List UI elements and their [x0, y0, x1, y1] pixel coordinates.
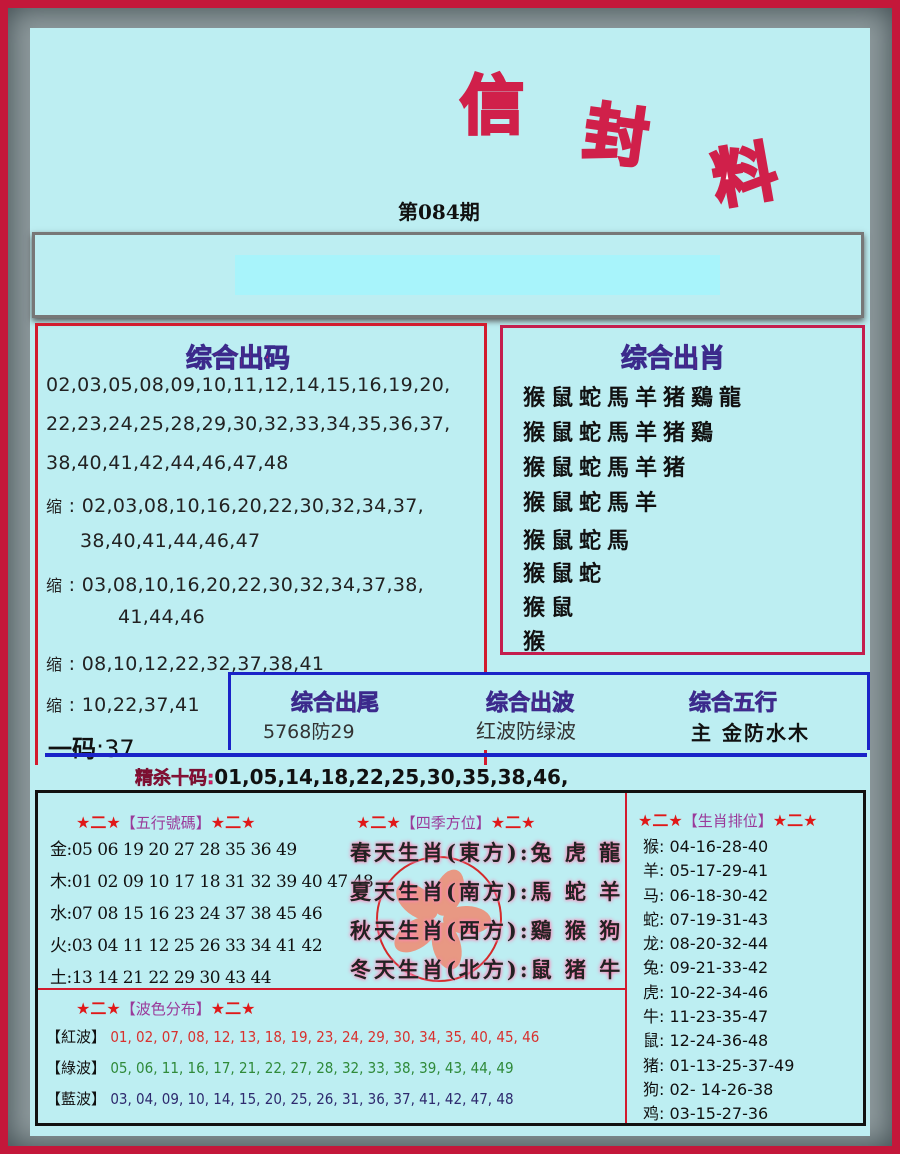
- number-line: 22,23,24,25,28,29,30,32,33,34,35,36,37,: [46, 413, 451, 435]
- zodiac-line: 猴鼠蛇馬: [523, 528, 636, 554]
- zodiac-line: 猴鼠蛇馬羊猪鷄龍: [523, 385, 748, 411]
- rank-row: 牛: 11-23-35-47: [643, 1007, 769, 1027]
- jingsha-label: 精杀十码:: [135, 768, 215, 790]
- rank-row: 龙: 08-20-32-44: [643, 934, 769, 954]
- wuxing-title: 综合五行: [689, 690, 778, 717]
- suo-label: 缩: [46, 655, 63, 674]
- star-decor: ★二★: [638, 811, 683, 830]
- number-line: 38,40,41,42,44,46,47,48: [46, 452, 289, 474]
- shengxiao-rank-title: 【生肖排位】: [682, 812, 773, 830]
- suo-line: 08,10,12,22,32,37,38,41: [81, 653, 325, 675]
- wei-value: 5768防29: [263, 721, 355, 743]
- star-decor: ★二★: [210, 999, 256, 1018]
- horizontal-divider: [38, 988, 627, 990]
- zodiac-line: 猴鼠: [523, 595, 580, 621]
- section-title: 综合出肖: [620, 344, 725, 375]
- bo-title: 综合出波: [486, 690, 575, 717]
- wuxing-row: 土:13 14 21 22 29 30 43 44: [50, 968, 272, 988]
- star-decor: ★二★: [490, 813, 536, 832]
- wei-title: 综合出尾: [291, 690, 380, 717]
- suo-label: 缩: [46, 576, 63, 595]
- rank-row: 鼠: 12-24-36-48: [643, 1031, 769, 1051]
- summary-box: 综合出尾 5768防29 综合出波 红波防绿波 综合五行 主 金防水木: [228, 672, 870, 750]
- rank-list: 猴: 04-16-28-40 羊: 05-17-29-41 马: 06-18-3…: [643, 835, 794, 1127]
- rank-row: 羊: 05-17-29-41: [643, 861, 769, 881]
- wave-label: 【紅波】: [46, 1028, 107, 1046]
- season-row: 秋天生肖(西方):鷄 猴 狗: [350, 918, 624, 943]
- wave-numbers: 03, 04, 09, 10, 14, 15, 20, 25, 26, 31, …: [110, 1090, 514, 1108]
- banner-inner: [235, 255, 720, 295]
- star-decor: ★二★: [210, 813, 256, 832]
- rank-row: 兔: 09-21-33-42: [643, 958, 769, 978]
- suo-label: 缩: [46, 497, 63, 516]
- vertical-divider: [625, 793, 627, 1123]
- rank-row: 虎: 10-22-34-46: [643, 982, 769, 1002]
- season-row: 春天生肖(東方):兔 虎 龍: [350, 840, 624, 865]
- suo-line: 02,03,08,10,16,20,22,30,32,34,37,: [81, 495, 424, 517]
- wuxing-row: 木:01 02 09 10 17 18 31 32 39 40 47 48: [50, 872, 374, 892]
- rank-row: 狗: 02- 14-26-38: [643, 1079, 774, 1099]
- zodiac-line: 猴鼠蛇馬羊猪鷄: [523, 420, 720, 446]
- title-char: 封: [578, 93, 655, 179]
- season-row: 冬天生肖(北方):鼠 猪 牛: [350, 957, 624, 982]
- bo-value: 红波防绿波: [476, 719, 576, 743]
- blue-divider: [45, 753, 867, 757]
- wuxing-row: 金:05 06 19 20 27 28 35 36 49: [50, 840, 297, 860]
- wave-label: 【綠波】: [46, 1059, 107, 1077]
- yima-label: 一码: [48, 735, 96, 763]
- wuxing-row: 火:03 04 11 12 25 26 33 34 41 42: [50, 936, 323, 956]
- suo-label: 缩: [46, 696, 63, 715]
- star-decor: ★二★: [76, 999, 121, 1018]
- zodiac-line: 猴: [523, 629, 552, 655]
- rank-row: 猴: 04-16-28-40: [643, 837, 769, 856]
- suo-line: 41,44,46: [118, 606, 206, 628]
- rank-row: 猪: 01-13-25-37-49: [643, 1055, 795, 1075]
- zodiac-line: 猴鼠蛇馬羊: [523, 490, 664, 516]
- zodiac-line: 猴鼠蛇馬羊猪: [523, 455, 692, 481]
- jingsha-value: 01,05,14,18,22,25,30,35,38,46,: [214, 765, 569, 789]
- siji-title: 【四季方位】: [400, 814, 491, 832]
- yima-value: 37: [104, 735, 135, 763]
- zonghe-chuma-box: 综合出码 02,03,05,08,09,10,11,12,14,15,16,19…: [35, 323, 487, 765]
- suo-line: 38,40,41,44,46,47: [80, 530, 261, 552]
- number-line: 02,03,05,08,09,10,11,12,14,15,16,19,20,: [46, 374, 451, 396]
- bose-title: 【波色分布】: [120, 1000, 211, 1018]
- wave-numbers: 05, 06, 11, 16, 17, 21, 22, 27, 28, 32, …: [110, 1059, 514, 1077]
- star-decor: ★二★: [356, 813, 401, 832]
- wave-label: 【藍波】: [46, 1090, 107, 1108]
- section-title: 综合出码: [185, 344, 290, 375]
- wuxing-numbers-title: 【五行號碼】: [120, 814, 211, 832]
- season-row: 夏天生肖(南方):馬 蛇 羊: [350, 879, 624, 904]
- wave-numbers: 01, 02, 07, 08, 12, 13, 18, 19, 23, 24, …: [110, 1028, 540, 1046]
- star-decor: ★二★: [76, 813, 121, 832]
- rank-row: 蛇: 07-19-31-43: [643, 909, 769, 929]
- zodiac-line: 猴鼠蛇: [523, 561, 608, 587]
- banner: [32, 232, 864, 318]
- issue-number: 第084期: [398, 200, 480, 224]
- suo-line: 10,22,37,41: [81, 694, 200, 716]
- star-decor: ★二★: [772, 811, 818, 830]
- wuxing-value: 主 金防水木: [691, 721, 810, 745]
- zonghe-chuxiao-box: 综合出肖 猴鼠蛇馬羊猪鷄龍 猴鼠蛇馬羊猪鷄 猴鼠蛇馬羊猪 猴鼠蛇馬羊 猴鼠蛇馬 …: [500, 325, 865, 655]
- title-char: 信: [459, 68, 526, 146]
- rank-row: 马: 06-18-30-42: [643, 885, 769, 905]
- rank-row: 鸡: 03-15-27-36: [643, 1104, 769, 1124]
- suo-line: 03,08,10,16,20,22,30,32,34,37,38,: [81, 574, 424, 596]
- wuxing-row: 水:07 08 15 16 23 24 37 38 45 46: [50, 904, 323, 924]
- bottom-box: ★二★【五行號碼】★二★ 金:05 06 19 20 27 28 35 36 4…: [35, 790, 866, 1126]
- bauhinia-emblem-icon: [376, 856, 502, 982]
